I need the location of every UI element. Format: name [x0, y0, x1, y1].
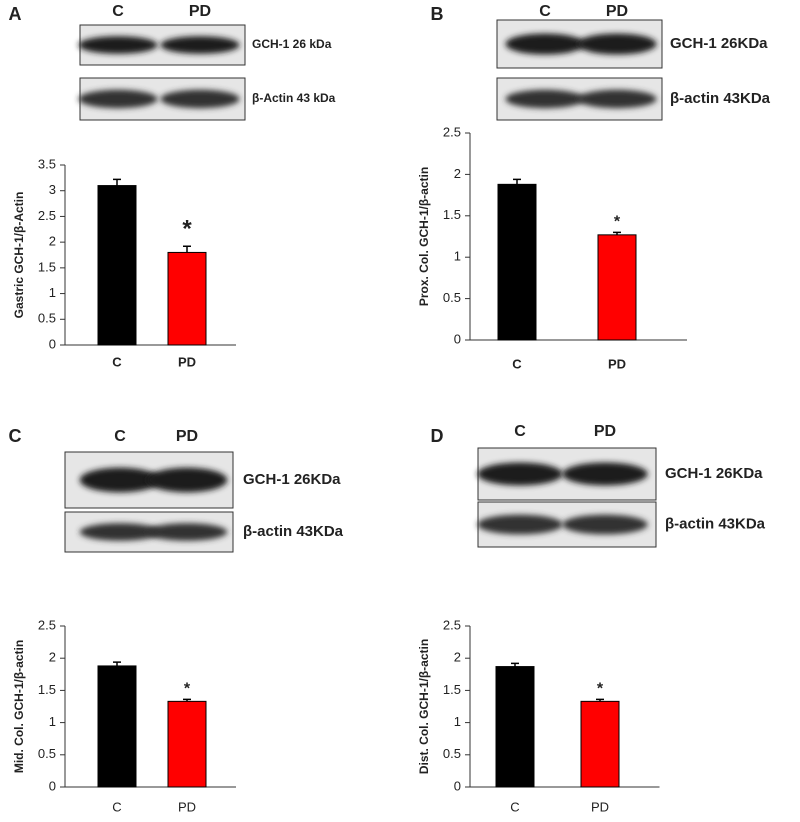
- significance-mark: *: [614, 214, 621, 231]
- y-tick-label: 1.5: [443, 207, 461, 222]
- y-tick-label: 0: [49, 778, 56, 793]
- y-tick-label: 3: [49, 182, 56, 197]
- y-tick-label: 0: [454, 778, 461, 793]
- y-tick-label: 2: [454, 166, 461, 181]
- blot-band: [577, 33, 657, 55]
- blot-band: [79, 523, 161, 541]
- bar: [97, 665, 137, 788]
- blot-band: [562, 514, 648, 535]
- y-tick-label: 1.5: [38, 682, 56, 697]
- y-tick-label: 0: [454, 331, 461, 346]
- y-tick-label: 1: [49, 714, 56, 729]
- x-tick-label: C: [510, 799, 519, 814]
- error-bar: [183, 698, 191, 702]
- y-tick-label: 2: [49, 650, 56, 665]
- panel-letter: B: [431, 4, 444, 24]
- y-axis-label: Dist. Col. GCH-1/β-actin: [417, 639, 431, 774]
- y-tick-label: 1: [49, 285, 56, 300]
- panel-letter: C: [9, 426, 22, 446]
- lane-label: C: [112, 3, 124, 20]
- y-tick-label: 0.5: [443, 746, 461, 761]
- blot-label: β-actin 43KDa: [665, 515, 766, 532]
- bar: [167, 251, 207, 346]
- blot-band: [562, 462, 648, 486]
- lane-label: PD: [606, 3, 628, 20]
- y-tick-label: 0.5: [38, 311, 56, 326]
- blot-band: [160, 36, 240, 54]
- y-tick-label: 0: [49, 336, 56, 351]
- error-bar: [613, 231, 621, 235]
- bar: [580, 700, 620, 788]
- blot-band: [477, 514, 563, 535]
- error-bar: [596, 698, 604, 702]
- blot-band: [505, 33, 585, 55]
- blot-label: β-Actin 43 kDa: [252, 91, 336, 105]
- x-tick-label: C: [112, 799, 121, 814]
- blot-label: β-actin 43KDa: [243, 523, 344, 540]
- bar: [495, 666, 535, 788]
- error-bar: [113, 178, 121, 186]
- y-tick-label: 1.5: [38, 259, 56, 274]
- significance-mark: *: [182, 216, 192, 243]
- blot-label: GCH-1 26KDa: [670, 35, 768, 52]
- y-axis-label: Prox. Col. GCH-1/β-actin: [417, 167, 431, 306]
- y-tick-label: 2.5: [38, 208, 56, 223]
- x-tick-label: PD: [608, 356, 626, 371]
- blot-band: [160, 89, 240, 109]
- y-axis-label: Gastric GCH-1/β-Actin: [12, 192, 26, 319]
- x-tick-label: PD: [591, 799, 609, 814]
- blot-label: β-actin 43KDa: [670, 90, 771, 107]
- lane-label: PD: [189, 3, 211, 20]
- lane-label: PD: [176, 428, 198, 445]
- significance-mark: *: [184, 681, 191, 698]
- bar: [597, 234, 637, 341]
- x-tick-label: PD: [178, 354, 196, 369]
- y-tick-label: 0.5: [443, 290, 461, 305]
- blot-band: [146, 523, 228, 541]
- blot-band: [577, 89, 657, 109]
- bar: [167, 700, 207, 788]
- blot-band: [505, 89, 585, 109]
- blot-band: [79, 467, 161, 493]
- blot-band: [78, 36, 158, 54]
- lane-label: C: [514, 423, 526, 440]
- y-tick-label: 2.5: [38, 617, 56, 632]
- error-bar: [513, 178, 521, 185]
- blot-band: [146, 467, 228, 493]
- panel-letter: D: [431, 426, 444, 446]
- error-bar: [113, 661, 121, 666]
- blot-band: [477, 462, 563, 486]
- lane-label: PD: [594, 423, 616, 440]
- blot-band: [78, 89, 158, 109]
- y-tick-label: 2: [49, 234, 56, 249]
- lane-label: C: [114, 428, 126, 445]
- y-tick-label: 2.5: [443, 124, 461, 139]
- x-tick-label: C: [512, 356, 522, 371]
- blot-label: GCH-1 26KDa: [243, 471, 341, 488]
- y-tick-label: 1.5: [443, 682, 461, 697]
- bar: [497, 183, 537, 341]
- y-tick-label: 2: [454, 650, 461, 665]
- blot-label: GCH-1 26 kDa: [252, 37, 332, 51]
- y-tick-label: 0.5: [38, 746, 56, 761]
- error-bar: [183, 245, 191, 253]
- x-tick-label: PD: [178, 799, 196, 814]
- y-tick-label: 1: [454, 714, 461, 729]
- significance-mark: *: [597, 681, 604, 698]
- y-tick-label: 3.5: [38, 156, 56, 171]
- blot-label: GCH-1 26KDa: [665, 465, 763, 482]
- y-axis-label: Mid. Col. GCH-1/β-actin: [12, 640, 26, 773]
- panel-letter: A: [9, 4, 22, 24]
- bar: [97, 185, 137, 346]
- y-tick-label: 1: [454, 249, 461, 264]
- x-tick-label: C: [112, 354, 122, 369]
- y-tick-label: 2.5: [443, 617, 461, 632]
- lane-label: C: [539, 3, 551, 20]
- error-bar: [511, 662, 519, 667]
